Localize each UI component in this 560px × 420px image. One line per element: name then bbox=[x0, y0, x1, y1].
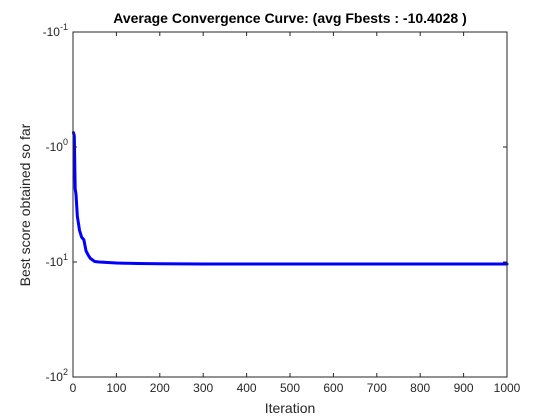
y-tick-label-exponent: 2 bbox=[63, 367, 68, 377]
x-tick-label: 600 bbox=[323, 381, 343, 395]
x-tick-label: 100 bbox=[106, 381, 126, 395]
x-tick-label: 400 bbox=[237, 381, 257, 395]
y-tick-label: -10-1 bbox=[43, 22, 68, 39]
y-tick-label-base: -10 bbox=[43, 25, 61, 39]
x-tick-label: 1000 bbox=[494, 381, 521, 395]
y-tick-label-base: -10 bbox=[46, 255, 64, 269]
y-tick-label-base: -10 bbox=[46, 140, 64, 154]
x-tick-label: 0 bbox=[70, 381, 77, 395]
x-tick-label: 700 bbox=[367, 381, 387, 395]
x-tick-label: 800 bbox=[410, 381, 430, 395]
series-layer bbox=[71, 131, 509, 266]
convergence-curve-line bbox=[71, 131, 509, 266]
y-tick-label: -100 bbox=[46, 137, 68, 154]
x-tick-label: 300 bbox=[193, 381, 213, 395]
y-tick-label-exponent: -1 bbox=[60, 22, 68, 32]
x-tick-label: 500 bbox=[280, 381, 300, 395]
tick-layer: 0 100 200 300 400 500 600 700 800 900 1000-10-1-10… bbox=[43, 22, 521, 395]
y-tick-label: -102 bbox=[46, 367, 68, 384]
y-axis-label: Best score obtained so far bbox=[17, 123, 33, 286]
x-tick-label: 200 bbox=[150, 381, 170, 395]
x-axis-label: Iteration bbox=[265, 400, 316, 416]
y-tick-label-base: -10 bbox=[46, 370, 64, 384]
y-tick-label: -101 bbox=[46, 252, 68, 269]
x-tick-label: 900 bbox=[454, 381, 474, 395]
y-tick-label-exponent: 1 bbox=[63, 252, 68, 262]
plot-area-background bbox=[73, 32, 507, 377]
y-tick-label-exponent: 0 bbox=[63, 137, 68, 147]
chart-title: Average Convergence Curve: (avg Fbests :… bbox=[113, 10, 467, 26]
